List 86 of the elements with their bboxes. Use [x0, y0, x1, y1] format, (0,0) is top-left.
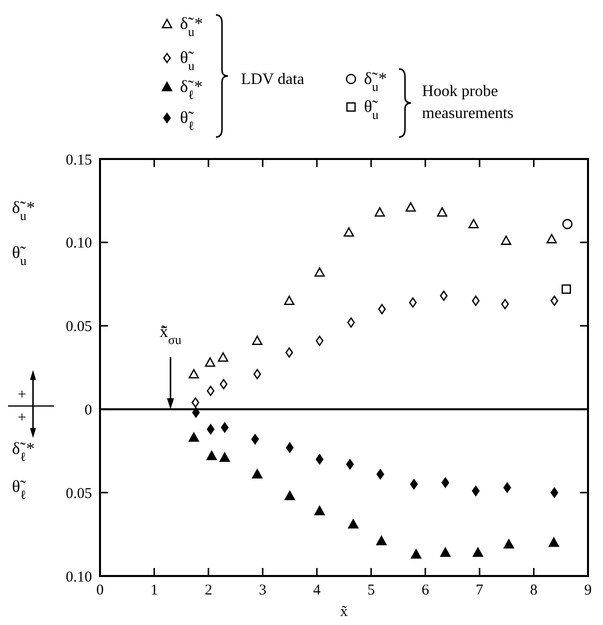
point: [314, 267, 325, 277]
y-tick-label: 0.05: [66, 319, 92, 336]
point: [285, 347, 294, 358]
point: [252, 336, 262, 346]
point: [550, 296, 558, 306]
legend-label: θ̃$_{u}$: [364, 97, 380, 122]
point: [410, 479, 418, 490]
y-tick-label: 0.10: [66, 236, 92, 252]
x-tick-label: 9: [584, 582, 592, 599]
point: [442, 477, 450, 488]
point: [252, 469, 262, 478]
point: [314, 506, 325, 516]
point: [348, 519, 358, 529]
point: [347, 317, 355, 328]
y-tick-label: 0.15: [66, 152, 92, 168]
point: [468, 218, 479, 228]
point: [503, 482, 512, 493]
text: +: [18, 410, 26, 426]
y-tick-label: 0: [84, 402, 92, 419]
text: LDV data: [241, 71, 304, 88]
point: [220, 452, 230, 462]
point: [436, 207, 448, 217]
point: [472, 486, 480, 496]
point: [316, 454, 324, 464]
point: [253, 369, 262, 380]
point: [440, 548, 451, 557]
point: [410, 549, 422, 559]
point: [316, 336, 324, 346]
point: [548, 537, 559, 547]
point: [472, 296, 480, 306]
legend-label: θ̃$_{u}$: [180, 48, 196, 73]
point: [284, 296, 294, 306]
point: [188, 369, 199, 378]
legend-label: δ̃$_{u}$*: [364, 69, 387, 94]
point: [206, 424, 214, 434]
text: δ̃$_{u}$*: [12, 198, 35, 223]
x-tick-label: 5: [367, 582, 375, 599]
point: [562, 218, 573, 230]
point: [406, 202, 416, 212]
x-tick-label: 6: [422, 582, 430, 599]
point: [346, 459, 354, 470]
text: Hook probe measurements: [422, 83, 514, 122]
point: [440, 290, 448, 301]
point: [218, 352, 228, 362]
point: [204, 357, 216, 367]
point: [220, 379, 228, 390]
x-tick-label: 2: [204, 582, 212, 599]
legend-label: δ̃$_{ℓ}$*: [180, 77, 203, 102]
x-tick-label: 0: [96, 582, 104, 599]
point: [546, 234, 557, 244]
text: θ̃$_{ℓ}$: [12, 477, 26, 502]
point: [286, 442, 294, 453]
legend-label: δ̃$_{u}$*: [180, 14, 203, 39]
point: [562, 284, 572, 294]
point: [501, 298, 509, 310]
x-tick-label: 7: [476, 582, 484, 599]
point: [188, 432, 199, 442]
point: [284, 490, 295, 500]
point: [376, 536, 387, 546]
x-tick-label: 1: [150, 582, 158, 599]
point: [550, 487, 558, 498]
point: [374, 207, 385, 217]
y-tick-label: 0.10: [66, 569, 92, 586]
point: [220, 422, 229, 433]
point: [206, 450, 217, 460]
point: [409, 297, 417, 308]
x-axis-title: x̃: [340, 604, 348, 620]
point: [206, 386, 214, 396]
x-tick-label: 8: [530, 582, 538, 599]
point: [376, 469, 384, 480]
text: δ̃$_{ℓ}$*: [12, 439, 35, 464]
x-tick-label: 4: [313, 582, 322, 599]
point: [500, 236, 512, 245]
x-tick-label: 3: [258, 582, 266, 599]
annotation: x̃̄$_{σu}$: [160, 322, 182, 348]
point: [344, 227, 354, 237]
y-tick-label: 0.05: [66, 486, 92, 502]
text: +: [18, 387, 26, 403]
point: [192, 397, 200, 408]
legend-label: θ̃$_{ℓ}$: [180, 108, 194, 133]
point: [504, 539, 514, 549]
point: [251, 434, 259, 444]
text: θ̃$_{u}$: [12, 243, 28, 268]
point: [378, 304, 386, 314]
point: [192, 407, 200, 418]
point: [472, 548, 484, 557]
